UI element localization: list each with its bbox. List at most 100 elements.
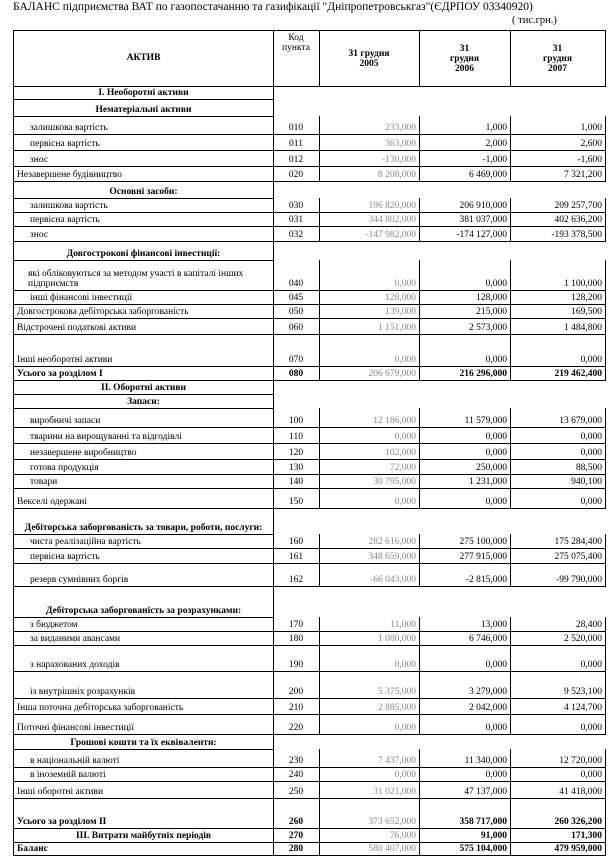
row-code: 260	[273, 798, 320, 829]
value-2007-text: 0,000	[580, 770, 602, 780]
value-2007: 0,000	[510, 645, 606, 672]
value-2007-text: 479 959,000	[554, 844, 603, 854]
section-heading: Нематеріальні активи	[13, 99, 274, 117]
row-code-text: 170	[288, 620, 304, 630]
value-2007-text: -1,600	[577, 155, 602, 165]
row-code: 180	[273, 631, 320, 646]
value-2007-text: 128,200	[571, 293, 602, 303]
row-code: 140	[273, 474, 320, 489]
value-2006-text: 0,000	[485, 355, 507, 365]
value-2007: 175 284,400	[510, 534, 606, 549]
value-2006: 358 717,000	[419, 798, 511, 829]
value-2006-text: 277 915,000	[459, 552, 508, 562]
value-2005: 0,000	[319, 645, 420, 672]
section-heading-text: Нематеріальні активи	[95, 105, 192, 115]
row-label: резерв сумнівних боргів	[13, 563, 274, 587]
value-2005: 0,000	[319, 714, 420, 735]
row-code-text: 250	[288, 787, 304, 797]
value-2005-text: 2 885,000	[378, 703, 416, 713]
row-code: 120	[273, 443, 320, 460]
row-label: залишкова вартість	[13, 116, 274, 135]
row-code-text: 150	[288, 497, 304, 507]
value-2007: 940,100	[510, 474, 606, 489]
value-2005-text: 30 795,000	[373, 477, 416, 487]
value-2006-text: 3 279,000	[469, 687, 507, 697]
value-2007: 1,000	[510, 116, 606, 135]
value-2006-text: 0,000	[485, 770, 507, 780]
row-label: за виданими авансами	[13, 631, 274, 646]
value-2007: 88,500	[510, 459, 606, 475]
row-label: Незавершене будівництво	[13, 166, 274, 182]
value-2007-text: 940,100	[571, 477, 602, 487]
row-code-text: 210	[288, 703, 304, 713]
value-2005-text: 102,000	[385, 448, 416, 458]
row-label-text: первісна вартість	[30, 552, 100, 562]
value-2005-text: 0,000	[394, 432, 416, 442]
value-2006-text: 2 573,000	[469, 323, 507, 333]
value-2007-text: 1 100,000	[564, 279, 602, 289]
value-2007: -1,600	[510, 150, 606, 167]
value-2005-text: 76,000	[389, 831, 416, 841]
row-code-text: 220	[288, 723, 304, 733]
value-2005: 102,000	[319, 443, 420, 460]
row-label: товари	[13, 474, 274, 489]
value-2005: 206 679,000	[319, 366, 420, 381]
row-code: 011	[273, 134, 320, 151]
value-2006-text: 0,000	[485, 497, 507, 507]
value-2006-text: 6 469,000	[469, 170, 507, 180]
row-label-text: Довгострокова дебіторська заборгованість	[17, 307, 189, 317]
row-code-text: 280	[288, 844, 304, 854]
row-code: 161	[273, 548, 320, 564]
value-2006: 0,000	[419, 714, 511, 735]
row-label: первісна вартість	[13, 134, 274, 151]
value-2006-text: 381 037,000	[459, 215, 508, 225]
value-2007-text: 88,500	[575, 463, 602, 473]
value-2007-text: 0,000	[580, 497, 602, 507]
row-code: 045	[273, 290, 320, 305]
row-label: первісна вартість	[13, 212, 274, 227]
value-2006-text: 6 746,000	[469, 634, 507, 644]
value-2007: 1 484,800	[510, 318, 606, 335]
value-2006: 128,000	[419, 290, 511, 305]
value-2006: 0,000	[419, 443, 511, 460]
value-2005-text: 0,000	[394, 279, 416, 289]
row-code-text: 140	[288, 477, 304, 487]
row-code-text: 070	[288, 355, 304, 365]
row-code: 210	[273, 698, 320, 715]
row-code: 150	[273, 488, 320, 509]
row-code: 130	[273, 459, 320, 475]
value-2007-text: 1,000	[580, 123, 602, 133]
value-2006-text: 128,000	[476, 293, 507, 303]
value-2007-text: 169,500	[571, 307, 602, 317]
row-code-text: 030	[288, 201, 304, 211]
value-2006: -1,000	[419, 150, 511, 167]
row-label-text: Відстрочені податкові активи	[17, 323, 137, 333]
value-2005-text: 128,000	[385, 293, 416, 303]
value-2005: 0,000	[319, 260, 420, 291]
value-2005-text: 31 021,000	[373, 787, 416, 797]
value-2005: 31 021,000	[319, 781, 420, 799]
row-label: виробничі запаси	[13, 408, 274, 428]
value-2005: 8 208,000	[319, 166, 420, 182]
row-code: 162	[273, 563, 320, 587]
row-code-text: 120	[288, 448, 304, 458]
row-code-text: 270	[288, 831, 304, 841]
row-code: 100	[273, 408, 320, 428]
value-2005: 0,000	[319, 488, 420, 509]
row-label-text: із внутрішніх розрахунків	[30, 687, 136, 697]
value-2005-text: 12 186,000	[373, 416, 416, 426]
column-header-text: 31 грудня 2007	[542, 43, 573, 74]
row-code: 240	[273, 767, 320, 782]
value-2007: 0,000	[510, 334, 606, 367]
row-code: 070	[273, 334, 320, 367]
value-2005: 30 795,000	[319, 474, 420, 489]
value-2006: 6 746,000	[419, 631, 511, 646]
value-2007-text: 4 124,700	[564, 703, 602, 713]
value-2005-text: -130,000	[381, 155, 416, 165]
section-heading-text: Дебіторська заборгованість за розрахунка…	[45, 606, 242, 616]
row-code: 110	[273, 427, 320, 444]
value-2007-text: 2 520,000	[564, 634, 602, 644]
value-2006-text: 2 042,000	[469, 703, 507, 713]
row-label: Усього за розділом ІІ	[13, 798, 274, 829]
row-code: 020	[273, 166, 320, 182]
